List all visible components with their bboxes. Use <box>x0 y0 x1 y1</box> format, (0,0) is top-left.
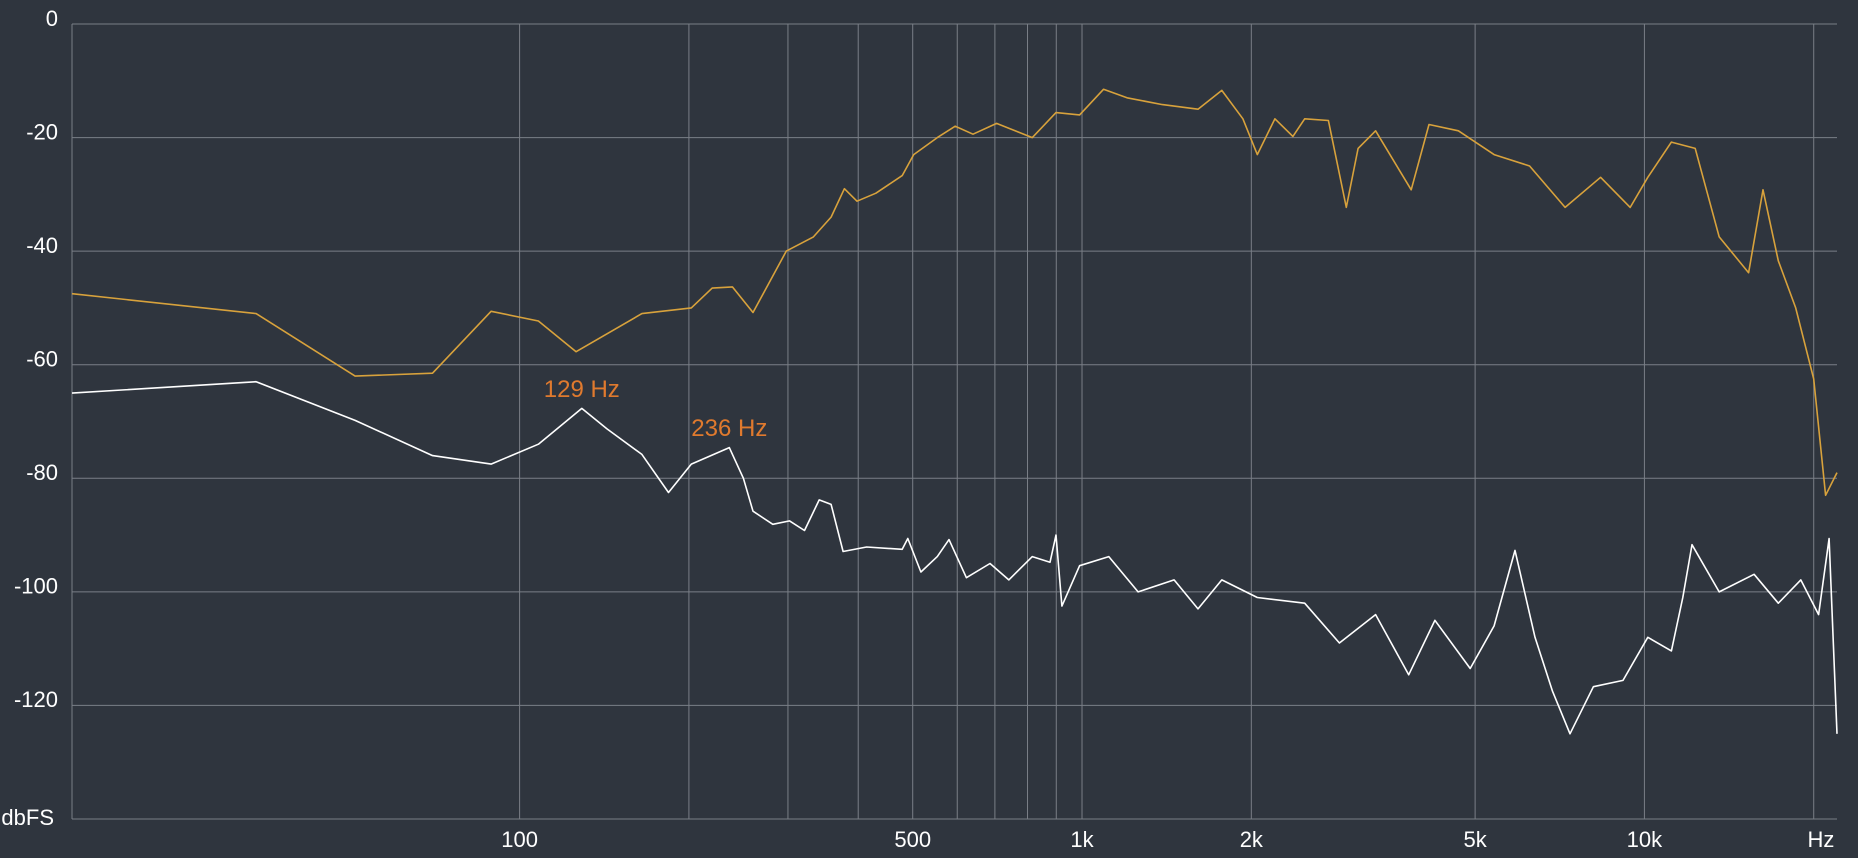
x-tick-label: 100 <box>501 827 538 852</box>
y-tick-label: -120 <box>14 687 58 712</box>
y-axis-label: dbFS <box>1 805 54 830</box>
x-tick-label: 10k <box>1627 827 1663 852</box>
y-tick-label: -20 <box>26 119 58 144</box>
y-tick-label: -40 <box>26 233 58 258</box>
x-axis-label: Hz <box>1808 827 1835 852</box>
y-tick-label: -60 <box>26 347 58 372</box>
y-tick-label: 0 <box>46 6 58 31</box>
y-tick-label: -100 <box>14 574 58 599</box>
x-tick-label: 2k <box>1240 827 1264 852</box>
x-tick-label: 5k <box>1463 827 1487 852</box>
spectrum-line <box>71 380 1838 735</box>
x-tick-label: 1k <box>1070 827 1094 852</box>
y-tick-label: -80 <box>26 460 58 485</box>
peak-annotation: 129 Hz <box>544 376 620 403</box>
peak-annotation: 236 Hz <box>691 415 767 442</box>
spectrum-line <box>71 88 1838 497</box>
x-tick-label: 500 <box>894 827 931 852</box>
